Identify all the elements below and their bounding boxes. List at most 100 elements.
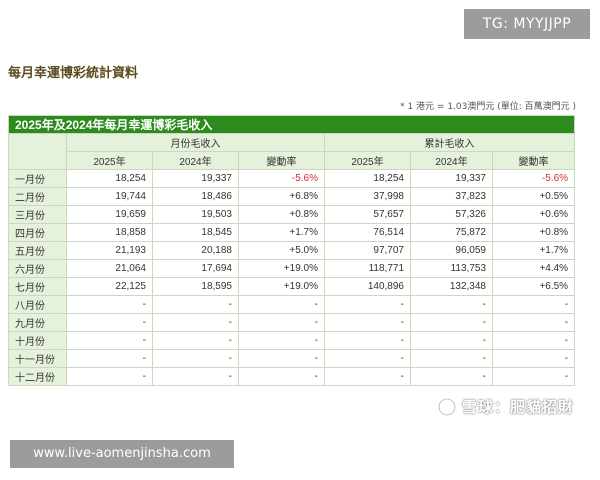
table-cell: +6.8% [238, 187, 325, 206]
table-cell: - [324, 331, 411, 350]
table-cell: 57,657 [324, 205, 411, 224]
table-cell: - [66, 295, 153, 314]
table-row: 八月份 - - - - - - [8, 295, 576, 314]
table-cell: 57,326 [410, 205, 493, 224]
table-cell: - [66, 331, 153, 350]
watermark-text: 雪球：肥貓招財 [461, 398, 574, 416]
month-label: 七月份 [8, 277, 67, 296]
table-cell: 20,188 [152, 241, 239, 260]
table-cell: -5.6% [491, 169, 576, 188]
column-header: 2024年 [410, 151, 493, 170]
revenue-table: 2025年及2024年每月幸運博彩毛收入 月份毛收入 累計毛收入 2025年 20… [7, 115, 576, 386]
month-label: 三月份 [8, 205, 67, 224]
column-header: 2025年 [66, 151, 153, 170]
table-cell: - [410, 349, 493, 368]
table-cell: - [324, 349, 411, 368]
table-cell: +1.7% [238, 223, 325, 242]
table-cell: 75,872 [410, 223, 493, 242]
url-banner: www.live-aomenjinsha.com [10, 440, 234, 468]
table-cell: - [66, 349, 153, 368]
snowball-logo-icon [437, 397, 457, 417]
table-cell: - [238, 313, 325, 332]
table-cell: - [152, 313, 239, 332]
table-cell: +5.0% [238, 241, 325, 260]
tg-badge: TG: MYYJJPP [464, 9, 590, 39]
column-header-row: 2025年 2024年 變動率 2025年 2024年 變動率 [9, 151, 576, 170]
table-cell: +0.5% [491, 187, 576, 206]
table-cell: 21,064 [66, 259, 153, 278]
month-label: 九月份 [8, 313, 67, 332]
table-cell: +6.5% [491, 277, 576, 296]
table-corner [8, 133, 67, 170]
group-header-monthly: 月份毛收入 [66, 133, 325, 152]
table-cell: - [491, 367, 576, 386]
table-cell: 18,254 [324, 169, 411, 188]
table-cell: 19,503 [152, 205, 239, 224]
table-cell: +4.4% [491, 259, 576, 278]
table-cell: - [491, 313, 576, 332]
table-cell: +0.8% [238, 205, 325, 224]
table-cell: 37,823 [410, 187, 493, 206]
table-cell: - [152, 295, 239, 314]
month-label: 六月份 [8, 259, 67, 278]
column-header: 2024年 [152, 151, 239, 170]
table-cell: - [238, 295, 325, 314]
table-cell: 19,337 [410, 169, 493, 188]
table-cell: - [238, 349, 325, 368]
table-cell: - [491, 331, 576, 350]
column-header: 變動率 [491, 151, 576, 170]
table-caption: 2025年及2024年每月幸運博彩毛收入 [7, 115, 576, 134]
table-row: 一月份 18,254 19,337 -5.6% 18,254 19,337 -5.6% [8, 169, 576, 188]
table-row: 十二月份 - - - - - - [8, 367, 576, 386]
table-body: 一月份 18,254 19,337 -5.6% 18,254 19,337 -5.6% 二月份… [8, 169, 576, 386]
table-cell: - [238, 331, 325, 350]
month-label: 八月份 [8, 295, 67, 314]
table-cell: 18,486 [152, 187, 239, 206]
table-cell: - [324, 313, 411, 332]
table-cell: - [152, 349, 239, 368]
table-cell: - [152, 367, 239, 386]
month-label: 五月份 [8, 241, 67, 260]
table-row: 十月份 - - - - - - [8, 331, 576, 350]
column-header: 2025年 [324, 151, 411, 170]
table-cell: 18,545 [152, 223, 239, 242]
column-header: 變動率 [238, 151, 325, 170]
table-cell: +1.7% [491, 241, 576, 260]
table-cell: - [324, 367, 411, 386]
table-cell: - [66, 313, 153, 332]
month-label: 十二月份 [8, 367, 67, 386]
table-cell: 76,514 [324, 223, 411, 242]
table-cell: 113,753 [410, 259, 493, 278]
group-header-cumulative: 累計毛收入 [323, 133, 576, 152]
table-cell: 19,659 [66, 205, 153, 224]
table-cell: - [410, 295, 493, 314]
table-cell: -5.6% [238, 169, 325, 188]
table-row: 五月份 21,193 20,188 +5.0% 97,707 96,059 +1.7% [8, 241, 576, 260]
month-label: 一月份 [8, 169, 67, 188]
table-cell: - [238, 367, 325, 386]
table-cell: 19,337 [152, 169, 239, 188]
month-label: 四月份 [8, 223, 67, 242]
table-cell: - [410, 367, 493, 386]
table-cell: 22,125 [66, 277, 153, 296]
table-row: 七月份 22,125 18,595 +19.0% 140,896 132,348 +6.5% [8, 277, 576, 296]
table-row: 二月份 19,744 18,486 +6.8% 37,998 37,823 +0.5% [8, 187, 576, 206]
table-cell: 18,595 [152, 277, 239, 296]
table-cell: +0.8% [491, 223, 576, 242]
table-cell: - [152, 331, 239, 350]
table-row: 九月份 - - - - - - [8, 313, 576, 332]
table-cell: +19.0% [238, 277, 325, 296]
table-cell: +0.6% [491, 205, 576, 224]
table-row: 十一月份 - - - - - - [8, 349, 576, 368]
table-cell: - [324, 295, 411, 314]
table-cell: 96,059 [410, 241, 493, 260]
currency-note: * 1 港元 = 1.03澳門元 (單位: 百萬澳門元 ) [400, 102, 576, 112]
table-cell: - [491, 349, 576, 368]
table-cell: - [410, 313, 493, 332]
table-cell: 18,254 [66, 169, 153, 188]
month-label: 十一月份 [8, 349, 67, 368]
table-cell: 97,707 [324, 241, 411, 260]
month-label: 二月份 [8, 187, 67, 206]
table-cell: +19.0% [238, 259, 325, 278]
table-row: 四月份 18,858 18,545 +1.7% 76,514 75,872 +0.8% [8, 223, 576, 242]
